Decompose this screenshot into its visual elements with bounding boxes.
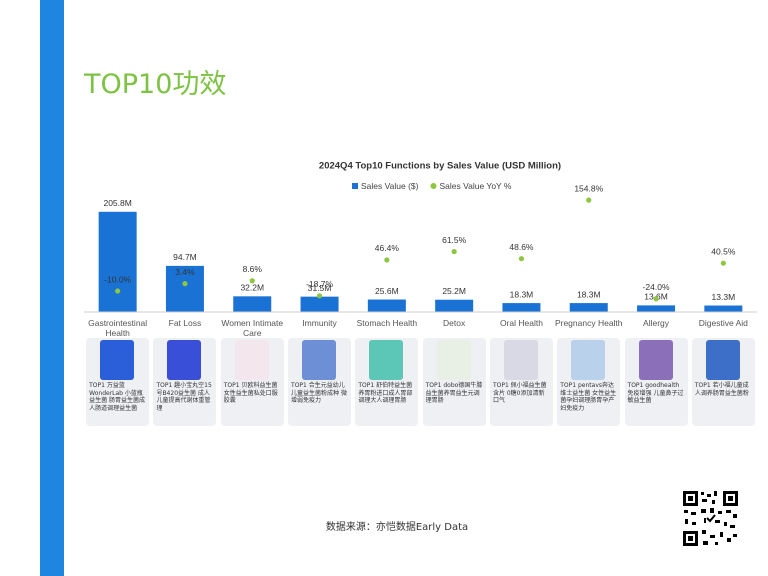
product-text: TOP1 pentavs奔达维士益生菌 女性益生菌孕妇调理肠胃孕产妇免疫力 [560, 382, 617, 412]
product-image [369, 340, 404, 380]
product-image [302, 340, 337, 380]
bar [435, 299, 474, 312]
legend-swatch [352, 183, 358, 189]
yoy-dot [249, 278, 255, 284]
bar [367, 299, 406, 312]
product-text: TOP1 若小福儿童成人调养肠胃益生菌粉 [694, 382, 749, 397]
bar-value-label: 13.3M [712, 292, 736, 302]
yoy-value-label: 40.5% [711, 246, 736, 256]
product-card: TOP1 佩小福益生菌含片 0糖0添加清新口气 [489, 338, 553, 426]
bar-value-label: 94.7M [173, 252, 197, 262]
x-tick-label: Allergy [643, 318, 670, 328]
yoy-value-label: -18.7% [306, 279, 333, 289]
legend-swatch [430, 183, 437, 189]
source-note: 数据来源：亦恺数据Early Data [325, 522, 469, 533]
product-image [638, 340, 673, 380]
bar-value-label: 32.2M [240, 283, 264, 293]
yoy-dot [586, 197, 592, 203]
product-image [100, 340, 135, 380]
yoy-dot [384, 257, 390, 263]
bar-value-label: 31.5M [308, 283, 332, 293]
product-text: TOP1 dobo德国牛膝益生菌养胃益生元调理胃肠 [425, 382, 483, 404]
x-tick-label: Fat Loss [168, 318, 202, 328]
yoy-value-label: -24.0% [643, 282, 670, 292]
bar [300, 296, 339, 312]
product-card: TOP1 合生元益幼儿儿童益生菌粉成种 微增弱免疫力 [288, 338, 352, 426]
yoy-dot [182, 281, 188, 287]
x-tick-label: Oral Health [499, 318, 543, 328]
product-card: TOP1 趣小宝丸空15号B420益生菌 成人儿童提高代谢体重管理 [153, 338, 217, 426]
yoy-value-label: 61.5% [442, 235, 467, 245]
bar-value-label: 25.2M [442, 286, 466, 296]
yoy-dot [316, 293, 323, 299]
yoy-dot [720, 260, 726, 266]
legend-label: Sales Value YoY % [439, 181, 511, 191]
product-card: TOP1 贝欧科益生菌女性益生菌私处口服胶囊 [220, 338, 284, 426]
bar-value-label: 25.6M [375, 286, 399, 296]
x-tick-label: Women Intimate Care [221, 318, 284, 338]
sidebar [40, 0, 64, 576]
product-image [503, 340, 538, 380]
bar-value-label: 18.3M [577, 289, 601, 299]
page-title: TOP10功效 [84, 69, 227, 100]
bar [502, 303, 541, 312]
product-card: TOP1 dobo德国牛膝益生菌养胃益生元调理胃肠 [422, 338, 486, 426]
product-text: TOP1 贝欧科益生菌女性益生菌私处口服胶囊 [223, 382, 278, 404]
yoy-value-label: -10.0% [104, 274, 131, 284]
product-text: TOP1 合生元益幼儿儿童益生菌粉成种 微增弱免疫力 [291, 382, 347, 404]
product-text: TOP1 goodhealth 免疫增强 儿童鼻子过敏益生菌 [627, 382, 684, 404]
product-text: TOP1 万益蓝WonderLab 小蓝瓶益生菌 肠胃益生菌成人肠道调理益生菌 [89, 382, 146, 412]
product-text: TOP1 舒伯特益生菌养胃粉进口成人胃部调理大人调理胃肠 [358, 382, 413, 404]
x-tick-label: Immunity [302, 318, 337, 328]
product-card: TOP1 goodhealth 免疫增强 儿童鼻子过敏益生菌 [624, 338, 688, 426]
x-tick-label: Pregnancy Health [554, 318, 623, 328]
yoy-dot [451, 248, 457, 255]
product-image [705, 340, 740, 380]
x-tick-label: Detox [443, 318, 466, 328]
yoy-value-label: 46.4% [375, 243, 400, 253]
chart-title: 2024Q4 Top10 Functions by Sales Value (U… [319, 161, 561, 172]
x-tick-label: Digestive Aid [698, 318, 748, 328]
product-image [436, 340, 471, 380]
yoy-dot [115, 288, 121, 294]
yoy-value-label: 3.4% [175, 267, 195, 277]
product-text: TOP1 佩小福益生菌含片 0糖0添加清新口气 [492, 382, 547, 404]
product-card: TOP1 万益蓝WonderLab 小蓝瓶益生菌 肠胃益生菌成人肠道调理益生菌 [86, 338, 150, 426]
bar [637, 305, 676, 312]
yoy-value-label: 154.8% [574, 183, 603, 193]
yoy-dot [653, 296, 659, 302]
bar-value-label: 205.8M [103, 198, 131, 208]
yoy-value-label: 48.6% [509, 242, 534, 252]
product-image [167, 340, 202, 380]
qr-code [682, 490, 739, 547]
product-card: TOP1 若小福儿童成人调养肠胃益生菌粉 [691, 338, 755, 426]
x-tick-label: Gastrointestinal Health [88, 318, 148, 338]
bar-value-label: 18.3M [510, 289, 534, 299]
x-tick-label: Stomach Health [356, 318, 418, 328]
legend-label: Sales Value ($) [361, 181, 419, 191]
bar [165, 265, 204, 312]
product-image [571, 340, 606, 380]
yoy-dot [518, 256, 525, 262]
bar [98, 211, 137, 312]
product-text: TOP1 趣小宝丸空15号B420益生菌 成人儿童提高代谢体重管理 [156, 382, 212, 412]
product-card: TOP1 舒伯特益生菌养胃粉进口成人胃部调理大人调理胃肠 [355, 338, 419, 426]
product-image [234, 340, 269, 380]
product-card: TOP1 pentavs奔达维士益生菌 女性益生菌孕妇调理肠胃孕产妇免疫力 [557, 338, 621, 426]
yoy-value-label: 8.6% [243, 264, 263, 274]
bar [569, 303, 608, 312]
bar [233, 296, 272, 312]
bar [704, 305, 743, 312]
